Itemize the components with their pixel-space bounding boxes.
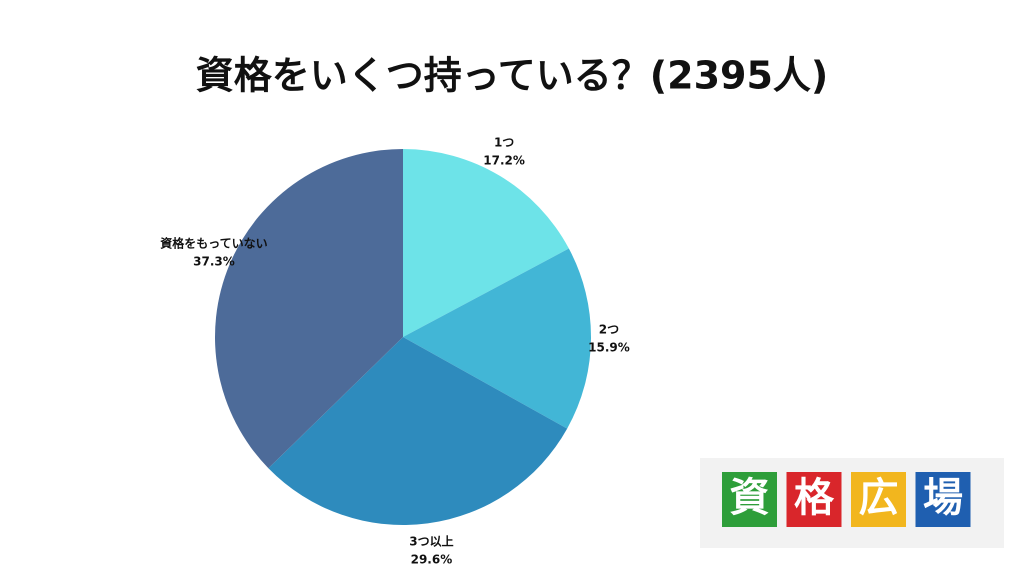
pie-slice — [215, 149, 403, 469]
slice-label: 1つ — [494, 135, 514, 149]
logo-char: 広 — [859, 475, 899, 521]
logo-tile — [722, 472, 777, 527]
slice-label: 2つ — [599, 323, 619, 337]
slice-value-label: 37.3% — [193, 255, 235, 269]
slice-label: 3つ以上 — [409, 534, 453, 549]
logo-tile — [915, 472, 971, 527]
logo: 資格広場 — [722, 472, 971, 527]
slice-value-label: 29.6% — [411, 553, 453, 567]
pie-slice — [268, 337, 568, 525]
pie-slice — [403, 248, 591, 429]
logo-char: 資 — [730, 475, 770, 521]
logo-tile — [851, 472, 906, 527]
pie-slice — [403, 149, 569, 337]
slice-value-label: 17.2% — [483, 153, 525, 167]
chart-title: 資格をいくつ持っている？(2395人) — [196, 54, 829, 98]
slice-value-label: 15.9% — [588, 341, 630, 355]
logo-char: 場 — [923, 475, 963, 521]
logo-tile — [786, 472, 842, 527]
slice-label: 資格をもっていない — [160, 236, 267, 251]
logo-char: 格 — [794, 475, 835, 521]
